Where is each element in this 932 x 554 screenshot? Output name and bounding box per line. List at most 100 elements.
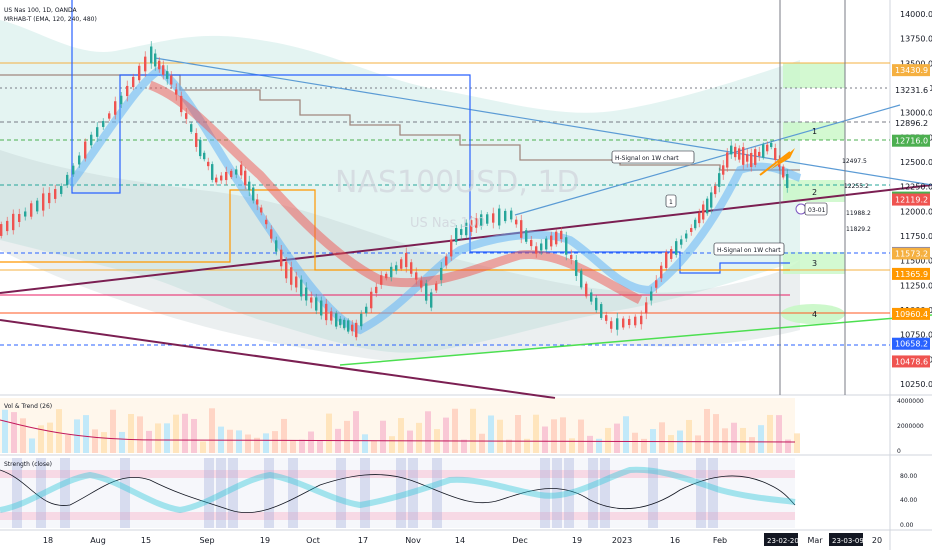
volume-bar [20, 418, 26, 453]
candle [220, 175, 223, 181]
indicator-header[interactable]: MRHAB-T (EMA, 120, 240, 480) [4, 16, 97, 23]
candle [180, 95, 183, 113]
volume-bar [182, 413, 188, 453]
candle [410, 262, 413, 274]
volume-bar [128, 413, 134, 453]
candle [520, 220, 523, 238]
volume-bar [281, 418, 287, 453]
strength-stripe [648, 458, 658, 528]
candle [515, 219, 518, 225]
symbol-header[interactable]: US Nas 100, 1D, OANDA [4, 7, 78, 14]
str-tick-2: 40.00 [900, 497, 917, 504]
x-tick-label: Sep [199, 536, 214, 545]
strength-stripe [12, 458, 22, 528]
strength-stripe [120, 458, 130, 528]
candle [675, 241, 678, 255]
candle [275, 240, 278, 252]
price-label: 10658.2 [895, 340, 928, 349]
y-tick-label: 14000.0 [900, 10, 932, 19]
volume-bar [146, 430, 152, 453]
candle [498, 208, 501, 226]
volume-bar [623, 416, 629, 453]
volume-bar [578, 419, 584, 453]
volume-bar [542, 426, 548, 453]
watermark-name: US Nas 100 [410, 216, 485, 231]
volume-bar [686, 419, 692, 453]
candle [420, 280, 423, 288]
candle [138, 65, 141, 81]
strength-stripe [336, 458, 346, 528]
candle [545, 238, 548, 250]
volume-bar [245, 434, 251, 453]
candle [225, 171, 228, 181]
volume-bar [56, 409, 62, 453]
trendline-blue-upper[interactable] [514, 104, 901, 216]
volume-bar [632, 432, 638, 453]
volume-bar [101, 432, 107, 453]
zone-box [783, 252, 845, 274]
candle [540, 243, 543, 251]
volume-bar [452, 408, 458, 453]
candle [786, 174, 789, 188]
candle [315, 297, 318, 311]
price-label-box [892, 193, 930, 206]
trendline-purple[interactable] [0, 184, 932, 294]
strength-stripe [708, 458, 718, 528]
x-tick-label: 19 [572, 536, 582, 545]
candle [595, 297, 598, 311]
trendline-purple-lower[interactable] [0, 319, 556, 399]
volume-bar [551, 419, 557, 453]
volume-bar [74, 419, 80, 453]
candle [96, 127, 99, 137]
level-annotation-3: 11988.2 [846, 210, 871, 217]
candle [351, 324, 354, 332]
candle [280, 249, 283, 267]
price-label: 12716.0 [895, 137, 928, 146]
volume-bar [758, 425, 764, 453]
strength-bands [12, 458, 718, 528]
strength-stripe [396, 458, 406, 528]
volume-bar [11, 412, 17, 453]
volume-bar [713, 414, 719, 453]
candle [555, 231, 558, 245]
candle [162, 65, 165, 75]
strength-pane-title[interactable]: Strength (close) [4, 461, 52, 468]
volume-bar [560, 417, 566, 453]
candle [12, 213, 15, 231]
candle [215, 177, 218, 183]
y-tick-label: 10250.0 [900, 380, 932, 389]
volume-bar [704, 408, 710, 453]
candle [18, 214, 21, 222]
candle [150, 46, 153, 64]
time-axis[interactable]: 18 Aug 15 Sep 19 Oct 17 Nov 14 Dec 19 2023 16 Feb Mar 2… [43, 536, 882, 545]
volume-pane-title[interactable]: Vol & Trend (26) [4, 403, 52, 410]
volume-bar [47, 422, 53, 453]
candle [365, 306, 368, 314]
candle [300, 279, 303, 297]
price-label: 13231.6 [895, 86, 928, 95]
price-label: 10478.6 [895, 357, 928, 366]
price-label-box [892, 307, 930, 320]
candle [640, 315, 643, 325]
volume-bar [92, 429, 98, 453]
candle [670, 249, 673, 259]
x-tick-label: Dec [512, 536, 527, 545]
watermark-symbol: NAS100USD, 1D [335, 165, 580, 200]
volume-bar [785, 439, 791, 453]
trendline-green[interactable] [339, 314, 932, 366]
x-tick-label: 15 [141, 536, 151, 545]
candle [375, 286, 378, 294]
volume-bar [371, 440, 377, 453]
volume-bar [668, 435, 674, 453]
trendline-blue[interactable] [154, 57, 932, 186]
candle [460, 229, 463, 235]
candle [492, 213, 495, 223]
volume-bar [317, 440, 323, 453]
candle [758, 151, 761, 157]
candle [360, 313, 363, 327]
candle [244, 170, 247, 186]
strength-stripe [216, 458, 226, 528]
candle [706, 198, 709, 214]
candle [260, 207, 263, 213]
